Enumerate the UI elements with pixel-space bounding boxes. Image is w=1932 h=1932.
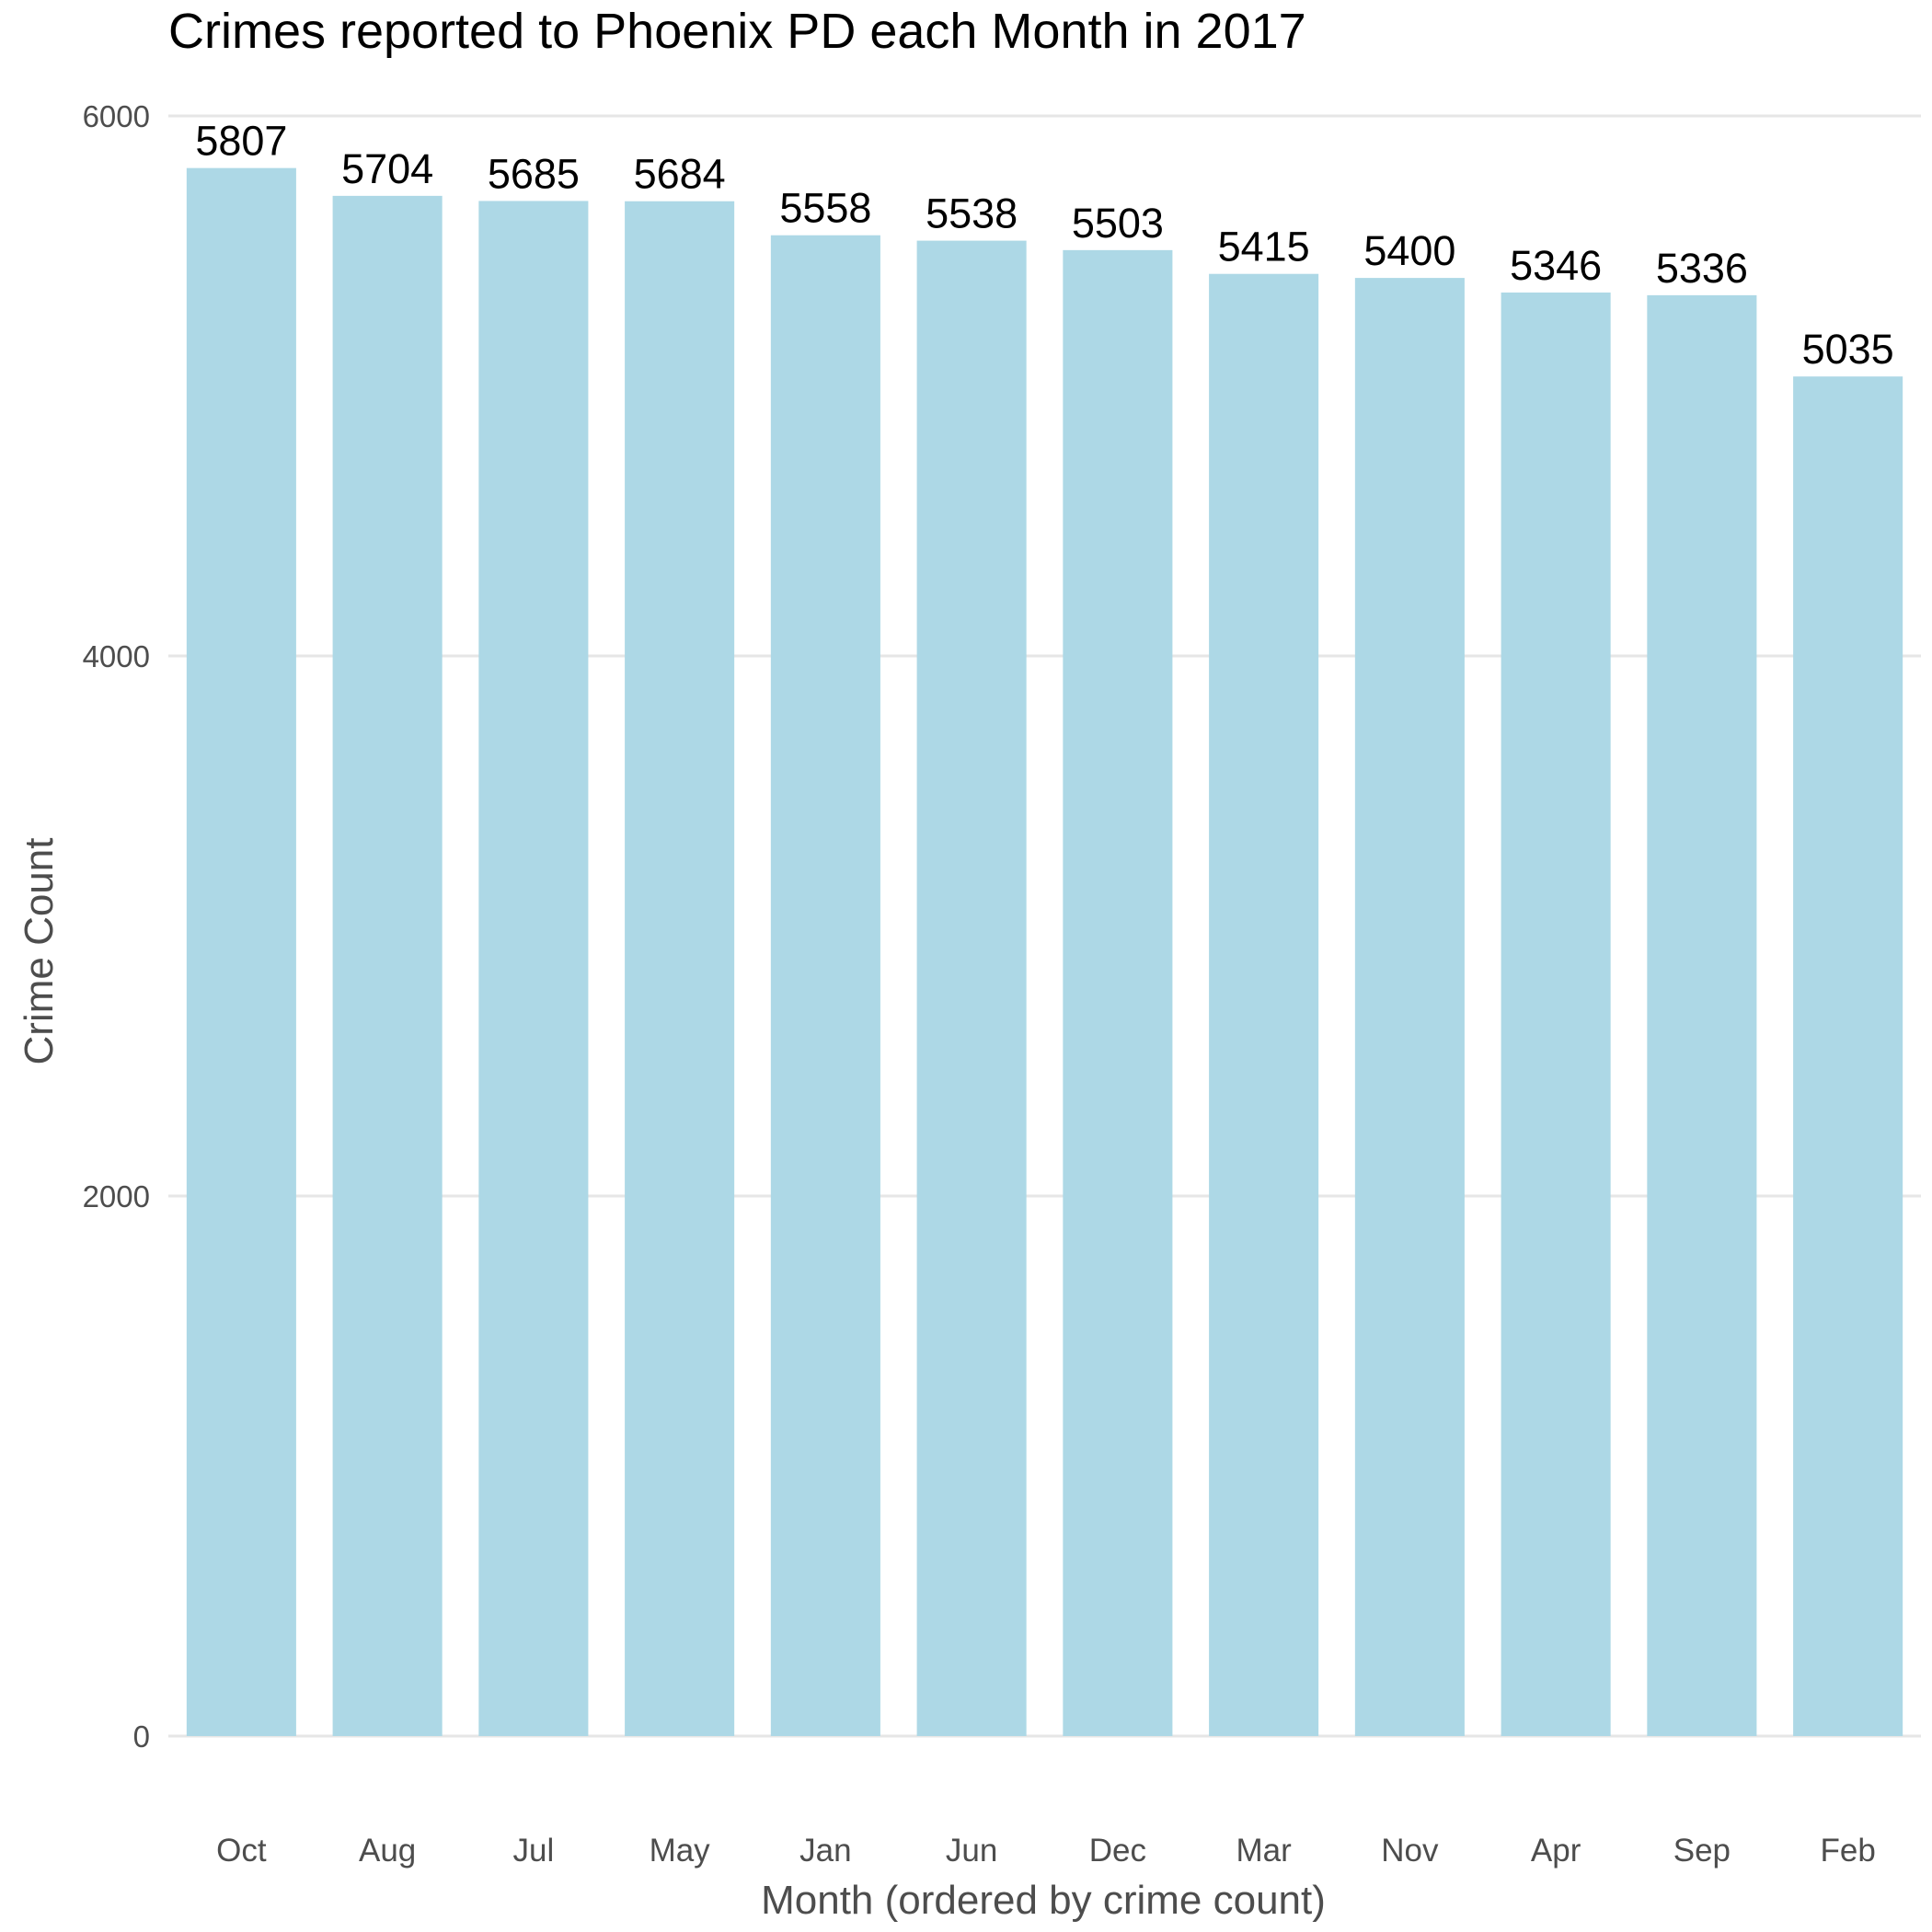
bar-jun: [916, 240, 1027, 1737]
data-label-mar: 5415: [1218, 224, 1310, 270]
bar-nov: [1354, 278, 1465, 1737]
data-label-oct: 5807: [195, 118, 287, 165]
x-tick-label-aug: Aug: [359, 1833, 416, 1869]
x-tick-label-feb: Feb: [1820, 1833, 1875, 1869]
bar-jul: [478, 201, 589, 1736]
data-label-sep: 5336: [1656, 245, 1748, 292]
x-axis-ticks: Oct Aug Jul May Jan Jun Dec Mar Nov Apr Sep Feb: [216, 1833, 1876, 1869]
bar-jan: [770, 235, 880, 1736]
x-tick-label-nov: Nov: [1381, 1833, 1439, 1869]
bar-mar: [1209, 273, 1319, 1736]
y-tick-label: 4000: [83, 639, 150, 673]
x-tick-label-jan: Jan: [799, 1833, 851, 1869]
data-label-jan: 5558: [779, 185, 871, 232]
data-labels: 5807 5704 5685 5684 5558 5538 5503 5415 5400 5346…: [195, 118, 1893, 374]
bar-aug: [332, 195, 443, 1737]
bars: [186, 167, 1903, 1737]
x-tick-label-apr: Apr: [1531, 1833, 1581, 1869]
y-tick-label: 6000: [83, 99, 150, 133]
bar-sep: [1647, 294, 1757, 1736]
x-tick-label-jun: Jun: [946, 1833, 997, 1869]
bar-feb: [1793, 376, 1903, 1736]
data-label-feb: 5035: [1802, 326, 1894, 373]
x-tick-label-may: May: [650, 1833, 711, 1869]
data-label-dec: 5503: [1072, 200, 1164, 247]
bar-apr: [1501, 292, 1611, 1737]
data-label-apr: 5346: [1510, 242, 1602, 289]
y-tick-label: 0: [133, 1719, 150, 1754]
y-tick-label: 2000: [83, 1179, 150, 1213]
data-label-nov: 5400: [1363, 227, 1455, 274]
bar-oct: [186, 167, 296, 1736]
data-label-may: 5684: [634, 151, 726, 198]
x-tick-label-sep: Sep: [1673, 1833, 1731, 1869]
bar-dec: [1063, 249, 1173, 1736]
chart-title: Crimes reported to Phoenix PD each Month…: [168, 4, 1306, 59]
x-tick-label-dec: Dec: [1089, 1833, 1146, 1869]
x-tick-label-mar: Mar: [1236, 1833, 1292, 1869]
x-tick-label-jul: Jul: [513, 1833, 555, 1869]
y-axis-title: Crime Count: [17, 838, 62, 1065]
x-tick-label-oct: Oct: [216, 1833, 267, 1869]
x-axis-title: Month (ordered by crime count): [761, 1878, 1326, 1923]
y-axis-ticks: 0 2000 4000 6000: [83, 99, 150, 1754]
data-label-aug: 5704: [341, 145, 433, 192]
data-label-jul: 5685: [488, 150, 580, 197]
gridlines: [168, 114, 1921, 1738]
bar-may: [625, 201, 735, 1737]
data-label-jun: 5538: [926, 190, 1018, 237]
